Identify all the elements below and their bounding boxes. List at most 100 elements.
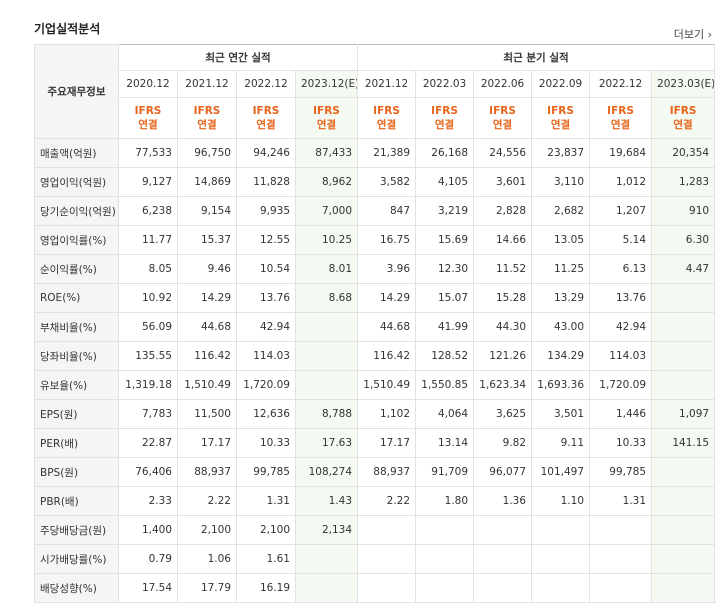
period-header: 2021.12 <box>357 70 417 98</box>
basis-row: IFRS 연결 IFRS 연결 IFRS 연결 IFRS 연결 IFRS 연결 IFRS 연결 IFRS… <box>35 97 716 139</box>
basis-line: 연결 <box>492 119 513 131</box>
value-cell: 15.28 <box>473 283 533 313</box>
value-cell <box>531 573 591 603</box>
data-row: 유보율(%) 1,319.18 1,510.49 1,720.09 1,510.49 1,… <box>34 370 716 400</box>
value-cell: 1,097 <box>651 399 716 429</box>
value-cell: 135.55 <box>118 341 178 371</box>
value-cell: 1,623.34 <box>473 370 533 400</box>
value-cell: 1,319.18 <box>118 370 178 400</box>
data-row: PER(배) 22.87 17.17 10.33 17.63 17.17 13.14 9.82… <box>34 428 716 458</box>
value-cell <box>651 515 716 545</box>
value-cell: 16.19 <box>236 573 296 603</box>
value-cell: 134.29 <box>531 341 591 371</box>
value-cell: 6.13 <box>589 254 653 284</box>
value-cell: 8,962 <box>294 167 359 197</box>
value-cell: 17.17 <box>177 428 237 458</box>
value-cell: 88,937 <box>357 457 417 487</box>
more-link[interactable]: 더보기 › <box>673 28 712 41</box>
data-row: 부채비율(%) 56.09 44.68 42.94 44.68 41.99 44.30 43.… <box>34 312 716 342</box>
data-row: PBR(배) 2.33 2.22 1.31 1.43 2.22 1.80 1.36 1.10 1.… <box>34 486 716 516</box>
value-cell: 87,433 <box>294 138 359 168</box>
row-label: 유보율(%) <box>34 370 119 400</box>
value-cell: 1.61 <box>236 544 296 574</box>
value-cell: 11,828 <box>236 167 296 197</box>
value-cell: 1.36 <box>473 486 533 516</box>
value-cell <box>415 515 475 545</box>
value-cell: 121.26 <box>473 341 533 371</box>
period-row: 2020.12 2021.12 2022.12 2023.12(E) 2021.12 20… <box>35 70 716 98</box>
row-label: 영업이익률(%) <box>34 225 119 255</box>
data-row: 매출액(억원) 77,533 96,750 94,246 87,433 21,389 26,… <box>34 138 716 168</box>
value-cell: 4,064 <box>415 399 475 429</box>
value-cell: 10.33 <box>236 428 296 458</box>
value-cell: 1.31 <box>589 486 653 516</box>
value-cell: 88,937 <box>177 457 237 487</box>
row-label: ROE(%) <box>34 283 119 313</box>
value-cell: 1,510.49 <box>357 370 417 400</box>
basis-line: IFRS <box>607 105 634 117</box>
value-cell <box>357 515 417 545</box>
value-cell: 3,625 <box>473 399 533 429</box>
value-cell: 99,785 <box>236 457 296 487</box>
value-cell: 22.87 <box>118 428 178 458</box>
value-cell: 15.07 <box>415 283 475 313</box>
value-cell <box>294 312 359 342</box>
group-header: 최근 분기 실적 <box>357 44 716 71</box>
value-cell: 1,400 <box>118 515 178 545</box>
value-cell: 8.01 <box>294 254 359 284</box>
financial-table: 주요재무정보 최근 연간 실적 최근 분기 실적 2020.12 2021.12 2022… <box>34 44 716 603</box>
value-cell: 1,720.09 <box>589 370 653 400</box>
value-cell: 1,207 <box>589 196 653 226</box>
row-label: EPS(원) <box>34 399 119 429</box>
row-label: 당좌비율(%) <box>34 341 119 371</box>
basis-line: 연결 <box>550 119 571 131</box>
value-cell: 1.10 <box>531 486 591 516</box>
value-cell: 17.54 <box>118 573 178 603</box>
row-label: 부채비율(%) <box>34 312 119 342</box>
value-cell: 6.30 <box>651 225 716 255</box>
row-label: 영업이익(억원) <box>34 167 119 197</box>
group-header: 최근 연간 실적 <box>117 44 359 71</box>
value-cell: 17.79 <box>177 573 237 603</box>
value-cell: 14.29 <box>357 283 417 313</box>
value-cell: 2,134 <box>294 515 359 545</box>
value-cell: 96,077 <box>473 457 533 487</box>
value-cell: 13.76 <box>589 283 653 313</box>
basis-header: IFRS 연결 <box>531 97 591 139</box>
section-title: 기업실적분석 <box>34 22 101 36</box>
value-cell: 1,012 <box>589 167 653 197</box>
value-cell <box>651 486 716 516</box>
value-cell: 12.55 <box>236 225 296 255</box>
value-cell: 1.43 <box>294 486 359 516</box>
row-label: 매출액(억원) <box>34 138 119 168</box>
value-cell: 12.30 <box>415 254 475 284</box>
value-cell: 1,693.36 <box>531 370 591 400</box>
period-header: 2022.12 <box>589 70 653 98</box>
corner-cell: 주요재무정보 <box>34 44 119 139</box>
basis-line: 연결 <box>316 119 337 131</box>
data-row: EPS(원) 7,783 11,500 12,636 8,788 1,102 4,064 3,… <box>34 399 716 429</box>
basis-header: IFRS 연결 <box>294 97 359 139</box>
value-cell <box>651 370 716 400</box>
value-cell: 16.75 <box>357 225 417 255</box>
group-row: 주요재무정보 최근 연간 실적 최근 분기 실적 <box>34 44 716 139</box>
value-cell <box>294 341 359 371</box>
value-cell: 2,828 <box>473 196 533 226</box>
value-cell <box>589 544 653 574</box>
value-cell: 3.96 <box>357 254 417 284</box>
row-label: 시가배당률(%) <box>34 544 119 574</box>
row-label: 당기순이익(억원) <box>34 196 119 226</box>
value-cell: 42.94 <box>236 312 296 342</box>
more-text[interactable]: 더보기 <box>673 28 705 41</box>
basis-line: 연결 <box>256 119 276 131</box>
value-cell: 13.14 <box>415 428 475 458</box>
value-cell: 9,127 <box>118 167 178 197</box>
value-cell <box>294 370 359 400</box>
value-cell: 19,684 <box>589 138 653 168</box>
value-cell: 910 <box>651 196 716 226</box>
value-cell <box>651 312 716 342</box>
value-cell: 2.33 <box>118 486 178 516</box>
value-cell: 8,788 <box>294 399 359 429</box>
basis-header: IFRS 연결 <box>473 97 533 139</box>
value-cell: 101,497 <box>531 457 591 487</box>
